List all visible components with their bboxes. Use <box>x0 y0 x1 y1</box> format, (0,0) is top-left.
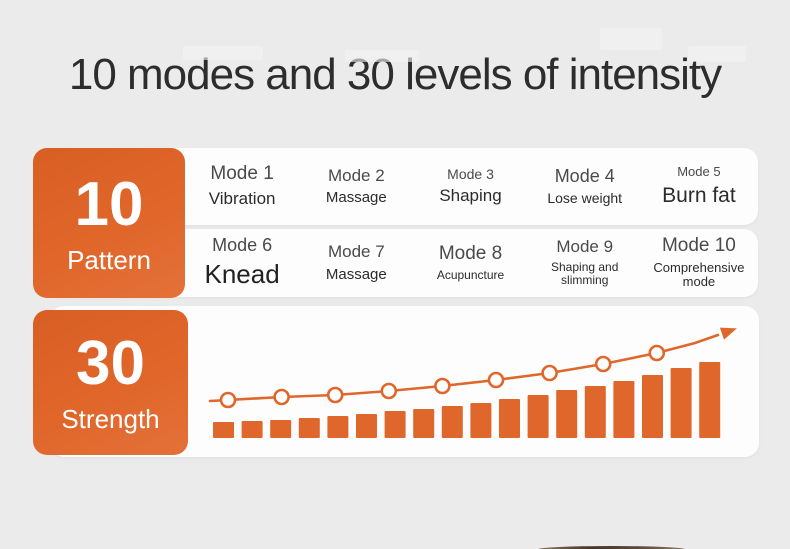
strength-count: 30 <box>76 329 145 398</box>
next-section-edge <box>538 546 685 549</box>
watermark-artifact <box>183 46 263 60</box>
mode-name: Mode 4 <box>554 165 615 186</box>
mode-desc: Massage <box>325 189 387 207</box>
mode-name: Mode 7 <box>327 242 385 262</box>
mode-name: Mode 5 <box>677 164 721 180</box>
mode-cell-8: Mode 8 Acupuncture <box>413 229 527 297</box>
mode-desc: Burn fat <box>662 183 736 207</box>
mode-cell-10: Mode 10 Comprehensive mode <box>642 229 756 297</box>
mode-name: Mode 6 <box>212 235 273 256</box>
pattern-count: 10 <box>74 169 144 239</box>
mode-desc: Comprehensive mode <box>653 259 745 290</box>
mode-desc: Knead <box>204 258 280 289</box>
mode-cell-7: Mode 7 Massage <box>299 229 413 297</box>
mode-cell-9: Mode 9 Shaping and slimming <box>528 229 642 297</box>
mode-name: Mode 1 <box>210 163 274 185</box>
mode-desc: Massage <box>325 265 387 283</box>
mode-desc: Acupuncture <box>436 267 505 282</box>
mode-cell-4: Mode 4 Lose weight <box>528 148 642 225</box>
watermark-artifact <box>600 28 662 50</box>
mode-desc: Lose weight <box>547 190 623 207</box>
mode-desc: Shaping and slimming <box>551 259 619 288</box>
mode-cell-5: Mode 5 Burn fat <box>642 148 756 225</box>
mode-cell-3: Mode 3 Shaping <box>413 148 527 225</box>
mode-cell-1: Mode 1 Vibration <box>185 148 299 225</box>
watermark-artifact <box>688 46 746 62</box>
strength-badge: 30 Strength <box>33 310 188 455</box>
watermark-artifact <box>345 50 419 62</box>
mode-name: Mode 8 <box>438 242 503 264</box>
mode-cell-6: Mode 6 Knead <box>185 229 299 297</box>
mode-name: Mode 2 <box>327 165 385 185</box>
pattern-label: Pattern <box>67 244 151 275</box>
strength-label: Strength <box>61 404 160 434</box>
modes-row-1: Mode 1 Vibration Mode 2 Massage Mode 3 S… <box>185 148 756 225</box>
mode-cell-2: Mode 2 Massage <box>299 148 413 225</box>
modes-row-2: Mode 6 Knead Mode 7 Massage Mode 8 Acupu… <box>185 229 756 297</box>
mode-name: Mode 3 <box>447 166 494 183</box>
strength-bar-chart <box>208 327 737 438</box>
pattern-badge: 10 Pattern <box>33 148 185 298</box>
mode-desc: Shaping <box>439 186 502 206</box>
mode-desc: Vibration <box>208 189 276 209</box>
mode-name: Mode 9 <box>556 236 614 256</box>
mode-name: Mode 10 <box>661 234 736 256</box>
